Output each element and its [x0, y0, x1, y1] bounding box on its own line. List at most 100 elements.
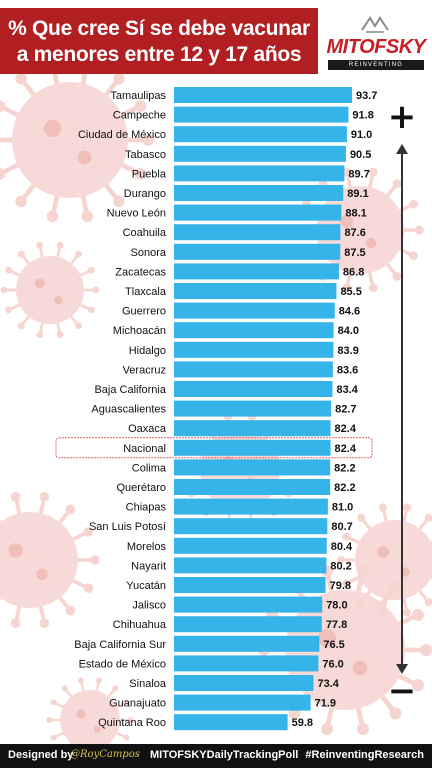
value-label: 87.6	[344, 227, 365, 239]
category-label: San Luis Potosí	[89, 521, 166, 533]
bar	[174, 243, 341, 260]
footer-designed-by: Designed by	[8, 749, 74, 761]
title-line-1: % Que cree Sí se debe vacunar	[8, 17, 310, 40]
value-label: 71.9	[315, 698, 336, 710]
bar	[174, 439, 331, 456]
value-label: 83.6	[337, 364, 358, 376]
bar	[174, 185, 344, 201]
mitofsky-logo: MITOFSKY REINVENTING RESEARCH	[322, 8, 430, 78]
category-label: Baja California Sur	[74, 639, 166, 651]
value-label: 77.8	[326, 619, 347, 631]
bar	[174, 714, 288, 731]
category-label: Querétaro	[116, 482, 166, 494]
category-label: Estado de México	[79, 658, 166, 670]
title-banner: % Que cree Sí se debe vacunar a menores …	[0, 8, 318, 74]
bar	[174, 479, 331, 495]
value-label: 76.5	[323, 639, 344, 651]
footer-poll: MITOFSKYDailyTrackingPoll	[150, 749, 299, 761]
bar-chart: Tamaulipas 93.7 Campeche 91.8 Ciudad de Méxi…	[55, 87, 417, 731]
footer-hashtag: #ReinventingResearch	[305, 749, 424, 761]
bar	[174, 459, 331, 476]
bar	[174, 87, 353, 103]
highlight-outline	[55, 437, 373, 459]
value-label: 59.8	[292, 717, 313, 729]
bar	[174, 381, 333, 397]
category-label: Yucatán	[126, 580, 166, 592]
header: % Que cree Sí se debe vacunar a menores …	[0, 0, 432, 78]
bar	[174, 577, 326, 593]
bar	[174, 126, 347, 143]
minus-marker: −	[388, 671, 417, 711]
logo-mark-icon	[361, 16, 389, 33]
value-label: 89.7	[348, 168, 369, 180]
value-label: 82.4	[335, 443, 357, 455]
category-label: Sonora	[131, 247, 167, 259]
footer: Designed by @RoyCampos MITOFSKYDailyTrac…	[0, 744, 432, 768]
category-label: Guanajuato	[109, 698, 166, 710]
logo-text: MITOFSKY	[326, 36, 426, 58]
category-label: Aguascalientes	[91, 404, 166, 416]
virus-icon	[0, 57, 155, 223]
logo-subtext: REINVENTING RESEARCH	[328, 60, 424, 78]
category-label: Hidalgo	[129, 345, 166, 357]
value-label: 73.4	[317, 678, 339, 690]
bar	[174, 400, 332, 417]
value-label: 82.7	[335, 404, 356, 416]
virus-icon	[0, 492, 100, 628]
bar	[174, 263, 339, 280]
arrow-down-icon	[396, 664, 408, 674]
category-label: Durango	[124, 188, 166, 200]
bar	[174, 557, 327, 574]
category-label: Zacatecas	[115, 266, 166, 278]
category-label: Nacional	[123, 443, 166, 455]
bar	[174, 204, 342, 221]
value-label: 80.7	[331, 521, 352, 533]
bar	[174, 106, 349, 123]
category-label: Jalisco	[132, 600, 166, 612]
bar	[174, 694, 311, 711]
bar	[174, 616, 322, 633]
bar	[174, 675, 314, 691]
category-label: Ciudad de México	[78, 129, 166, 141]
value-label: 84.0	[338, 325, 359, 337]
value-label: 89.1	[347, 188, 368, 200]
category-label: Veracruz	[123, 364, 166, 376]
title-line-2: a menores entre 12 y 17 años	[16, 43, 302, 66]
value-label: 86.8	[343, 266, 364, 278]
bar	[174, 302, 335, 319]
value-label: 78.0	[326, 600, 347, 612]
value-label: 83.4	[336, 384, 358, 396]
bar	[174, 361, 333, 378]
value-label: 79.8	[330, 580, 351, 592]
category-label: Chiapas	[126, 502, 167, 514]
category-label: Colima	[132, 462, 167, 474]
value-label: 90.5	[350, 149, 371, 161]
bar	[174, 165, 345, 182]
category-label: Baja California	[94, 384, 166, 396]
category-label: Quintana Roo	[98, 717, 166, 729]
category-label: Nuevo León	[107, 208, 166, 220]
value-label: 76.0	[322, 658, 343, 670]
bar	[174, 518, 328, 535]
value-label: 80.4	[331, 541, 353, 553]
category-label: Tamaulipas	[110, 90, 166, 102]
category-label: Oaxaca	[128, 423, 167, 435]
bar	[174, 283, 337, 299]
value-label: 80.2	[330, 560, 351, 572]
bar	[174, 420, 331, 437]
value-label: 84.6	[339, 306, 360, 318]
value-label: 88.1	[345, 208, 366, 220]
category-label: Tlaxcala	[125, 286, 167, 298]
bar	[174, 322, 334, 339]
bar	[174, 655, 319, 672]
bar	[174, 596, 323, 613]
bar	[174, 341, 334, 358]
value-label: 81.0	[332, 502, 353, 514]
category-label: Michoacán	[113, 325, 166, 337]
virus-icon	[0, 241, 100, 339]
bar	[174, 145, 346, 162]
arrow-up-icon	[396, 144, 408, 154]
category-label: Nayarit	[131, 560, 166, 572]
value-label: 91.0	[351, 129, 372, 141]
bar	[174, 537, 327, 554]
